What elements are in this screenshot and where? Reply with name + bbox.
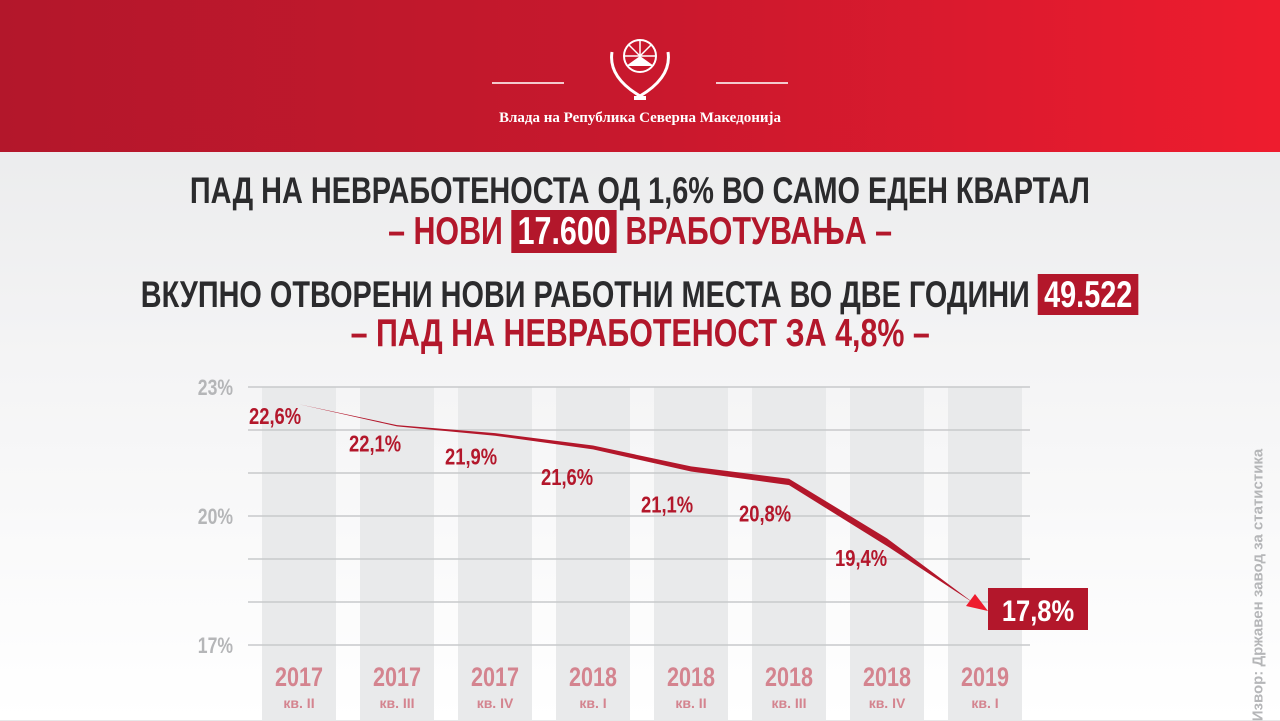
data-label: 19,4% xyxy=(835,546,887,571)
y-tick-label: 17% xyxy=(198,634,233,658)
total-jobs-highlight: 49.522 xyxy=(1038,274,1139,315)
headline-4: – ПАД НА НЕВРАБОТЕНОСТ ЗА 4,8% – xyxy=(350,312,930,355)
x-year-label: 2017 xyxy=(275,663,323,693)
data-label: 21,9% xyxy=(445,444,497,469)
header-banner: Влада на Република Северна Македонија xyxy=(0,0,1280,152)
data-label: 17,8% xyxy=(1002,594,1075,627)
x-year-label: 2017 xyxy=(471,663,519,693)
data-label: 22,1% xyxy=(349,432,401,457)
x-year-label: 2018 xyxy=(667,663,715,693)
x-year-label: 2019 xyxy=(961,663,1009,693)
headline-1: ПАД НА НЕВРАБОТЕНОСТА ОД 1,6% ВО САМО ЕД… xyxy=(190,170,1090,211)
x-year-label: 2018 xyxy=(863,663,911,693)
arrow-head xyxy=(966,594,988,611)
x-year-label: 2017 xyxy=(373,663,421,693)
headline-3: ВКУПНО ОТВОРЕНИ НОВИ РАБОТНИ МЕСТА ВО ДВ… xyxy=(0,274,1280,316)
data-label: 21,1% xyxy=(641,493,693,518)
y-tick-label: 23% xyxy=(198,376,233,400)
headline-2: – НОВИ 17.600 ВРАБОТУВАЊА – xyxy=(388,210,892,253)
x-year-label: 2018 xyxy=(765,663,813,693)
data-label: 22,6% xyxy=(249,404,301,429)
divider xyxy=(492,82,564,84)
x-year-label: 2018 xyxy=(569,663,617,693)
x-quarter-label: кв. IV xyxy=(869,695,906,711)
x-quarter-label: кв. I xyxy=(971,695,998,711)
x-quarter-label: кв. II xyxy=(283,695,314,711)
source-note: Извор: Државен завод за статистика xyxy=(1249,448,1267,721)
x-quarter-label: кв. I xyxy=(579,695,606,711)
column-band xyxy=(948,387,1022,720)
x-quarter-label: кв. III xyxy=(379,695,414,711)
column-band xyxy=(458,387,532,720)
column-band xyxy=(360,387,434,720)
y-tick-label: 20% xyxy=(198,505,233,529)
column-band xyxy=(654,387,728,720)
coat-of-arms-logo xyxy=(610,39,670,100)
final-value-box xyxy=(988,588,1088,630)
new-jobs-highlight: 17.600 xyxy=(511,210,617,253)
column-band xyxy=(262,387,336,720)
x-quarter-label: кв. IV xyxy=(477,695,514,711)
column-band xyxy=(850,387,924,720)
data-label: 21,6% xyxy=(541,465,593,490)
column-band xyxy=(752,387,826,720)
x-quarter-label: кв. II xyxy=(675,695,706,711)
divider xyxy=(716,82,788,84)
government-name: Влада на Република Северна Македонија xyxy=(499,110,781,126)
data-label: 20,8% xyxy=(739,502,791,527)
x-quarter-label: кв. III xyxy=(771,695,806,711)
